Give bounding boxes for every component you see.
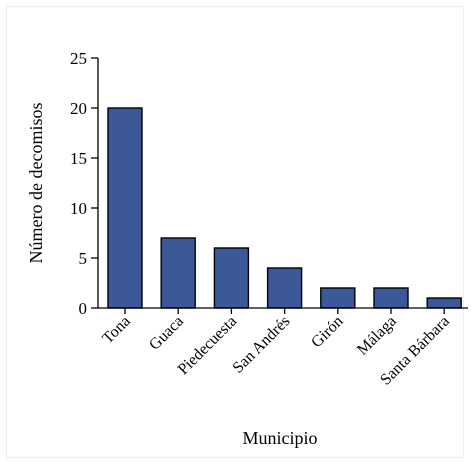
y-tick-label: 10	[70, 199, 87, 218]
y-axis-title: Número de decomisos	[26, 103, 46, 264]
bar-san-andrés	[266, 267, 303, 309]
bar-málaga	[373, 287, 409, 309]
y-tick-label: 15	[70, 149, 87, 168]
bar-girón	[320, 287, 356, 309]
y-tick-label: 25	[70, 49, 87, 68]
y-ticks-group: 0 5 10 15 20 25	[70, 49, 98, 318]
x-tick-label: Girón	[308, 313, 346, 351]
x-tick-label: Tona	[99, 313, 133, 347]
y-tick-label: 20	[70, 99, 87, 118]
bar-santa-bárbara	[426, 297, 462, 309]
chart-frame	[6, 6, 464, 458]
bar-guaca	[160, 237, 196, 309]
y-tick-label: 5	[79, 249, 88, 268]
x-tick-label: Málaga	[354, 313, 400, 359]
bar-piedecuesta	[213, 247, 250, 309]
x-axis-title: Municipio	[243, 428, 318, 448]
bar-tona	[107, 107, 143, 309]
x-tick-label: San Andrés	[230, 313, 294, 377]
bars-group	[107, 107, 462, 309]
x-tick-label: Guaca	[146, 313, 187, 354]
y-tick-label: 0	[79, 299, 88, 318]
